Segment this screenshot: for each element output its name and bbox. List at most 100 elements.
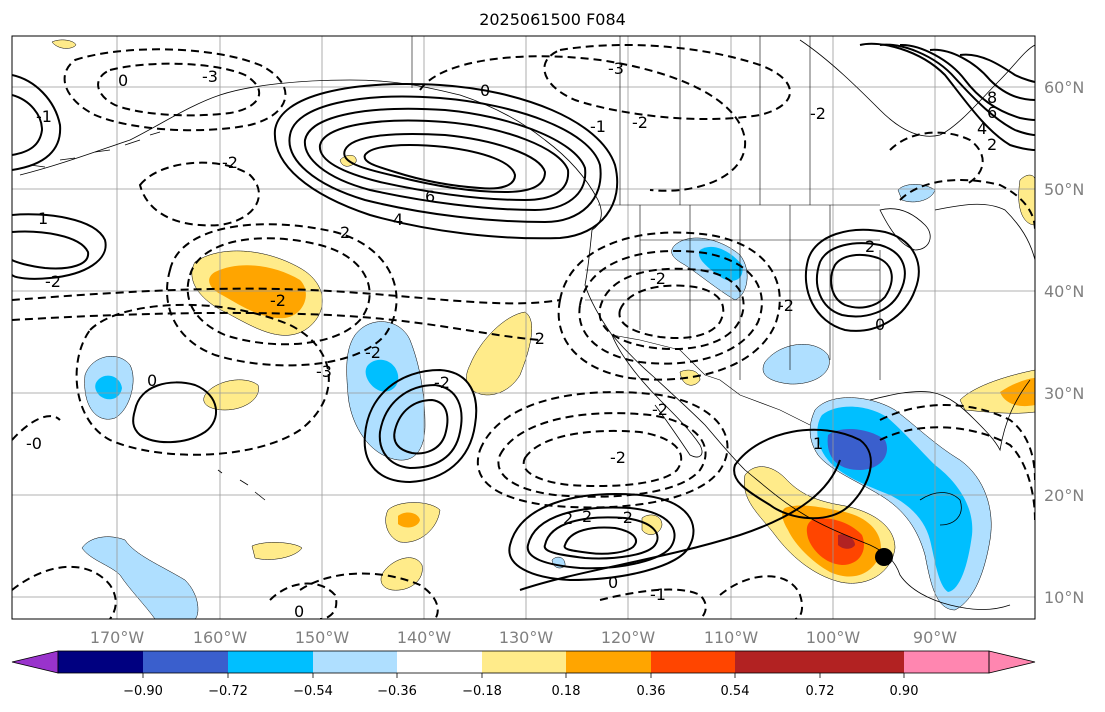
contour-label: -1 [650, 585, 666, 604]
contour-label: 6 [987, 103, 997, 122]
contour-label: 0 [147, 371, 157, 390]
contour-label: -3 [316, 362, 332, 381]
ridge-contour [830, 253, 893, 309]
contour-label: -1 [590, 117, 606, 136]
negative-anomaly-region [81, 536, 199, 619]
trough-contour [63, 48, 287, 132]
ridge-contour [318, 119, 570, 202]
ridge-contour [12, 213, 107, 280]
trough-contour [12, 565, 117, 619]
positive-anomaly-region [398, 512, 420, 528]
colorbar-segment [566, 651, 651, 673]
contour-label: -2 [270, 291, 286, 310]
ridge-contour [526, 506, 676, 570]
contour-label: 0 [294, 602, 304, 621]
map-frame [11, 35, 1036, 620]
ridge-contour [508, 493, 695, 582]
lon-label: 110°W [704, 628, 759, 647]
trough-contour [75, 303, 330, 456]
trough-contour [299, 572, 439, 619]
colorbar-segment [228, 651, 313, 673]
colorbar-tick-label: −0.54 [293, 684, 333, 699]
trough-contour [419, 55, 747, 192]
contour-label: 2 [563, 509, 573, 528]
colorbar-tick-label: 0.36 [637, 684, 666, 699]
shaded-anomalies [51, 39, 1035, 619]
ridge-contour [959, 53, 1035, 83]
east-coast [934, 203, 1035, 261]
trough-contour [598, 267, 745, 351]
colorbar: −0.90 −0.72 −0.54 −0.36 −0.18 0.18 0.36 … [11, 650, 1036, 699]
coastlines [19, 39, 1035, 610]
negative-contours [12, 44, 1035, 619]
positive-anomaly-region [679, 369, 701, 386]
negative-anomaly-region [762, 344, 830, 385]
ridge-contour [393, 398, 449, 455]
trough-contour [497, 412, 707, 498]
ridge-contour [288, 95, 602, 224]
colorbar-ticks [142, 673, 905, 678]
positive-anomaly-region [641, 514, 663, 535]
ridge-contour [543, 516, 659, 560]
lat-label: 30°N [1044, 384, 1084, 403]
ridge-contour [363, 368, 478, 484]
contour-label: 6 [425, 187, 435, 206]
contour-label: 0 [608, 573, 618, 592]
colorbar-segment [482, 651, 566, 673]
contour-label: -0 [26, 434, 42, 453]
alaska-coastline [19, 79, 602, 231]
contour-label: 2 [340, 223, 350, 242]
ridge-contour [929, 48, 1035, 101]
colorbar-segment [313, 651, 397, 673]
colorbar-tick-label: −0.90 [123, 684, 163, 699]
positive-anomaly-region [203, 379, 259, 411]
colorbar-max-arrow-outline [988, 650, 1036, 674]
trough-contour [97, 62, 260, 117]
ridge-contour [273, 83, 619, 240]
colorbar-max-extension-fill [989, 651, 1035, 673]
negative-anomaly-region [365, 359, 399, 392]
trough-contour [578, 249, 763, 365]
contour-label: 2 [865, 237, 875, 256]
trough-contour [166, 223, 398, 367]
colorbar-segment [820, 651, 904, 673]
colorbar-tick-label: −0.18 [462, 684, 502, 699]
latitude-labels: 60°N 50°N 40°N 30°N 20°N 10°N [1044, 78, 1084, 607]
trough-contour [889, 131, 984, 186]
colorbar-segment [143, 651, 228, 673]
positive-anomaly-region [51, 39, 77, 49]
trough-contour [879, 426, 1035, 521]
contour-label: 4 [977, 119, 987, 138]
west-coast [584, 229, 1011, 610]
contour-label: 1 [813, 434, 823, 453]
storm-center-marker [875, 548, 893, 566]
colorbar-tick-label: 0.90 [890, 684, 919, 699]
contour-label: -2 [652, 400, 668, 419]
trough-contour [138, 161, 260, 227]
contour-label: -2 [610, 448, 626, 467]
ridge-contour [132, 381, 218, 444]
ridge-contour [899, 43, 1035, 121]
longitude-labels: 170°W 160°W 150°W 140°W 130°W 120°W 110°… [90, 628, 957, 647]
contour-label: 2 [987, 135, 997, 154]
ridge-contour [303, 107, 587, 212]
lat-label: 40°N [1044, 282, 1084, 301]
positive-contours [12, 42, 1035, 591]
contour-label: -2 [778, 296, 794, 315]
graticule [12, 36, 1035, 619]
negative-anomaly-region [698, 246, 743, 281]
contour-label: -2 [632, 113, 648, 132]
political-borders [411, 36, 881, 426]
state-borders [585, 205, 881, 380]
ridge-contour [563, 526, 637, 555]
contour-label: -2 [617, 508, 633, 527]
colorbar-tick-label: 0.72 [806, 684, 835, 699]
contour-label: -2 [45, 272, 61, 291]
ridge-contour [519, 459, 841, 591]
contour-label: -2 [434, 373, 450, 392]
positive-anomaly-region [251, 542, 303, 560]
colorbar-tick-label: −0.36 [377, 684, 417, 699]
colorbar-segment [58, 651, 143, 673]
trough-contour [522, 429, 683, 488]
